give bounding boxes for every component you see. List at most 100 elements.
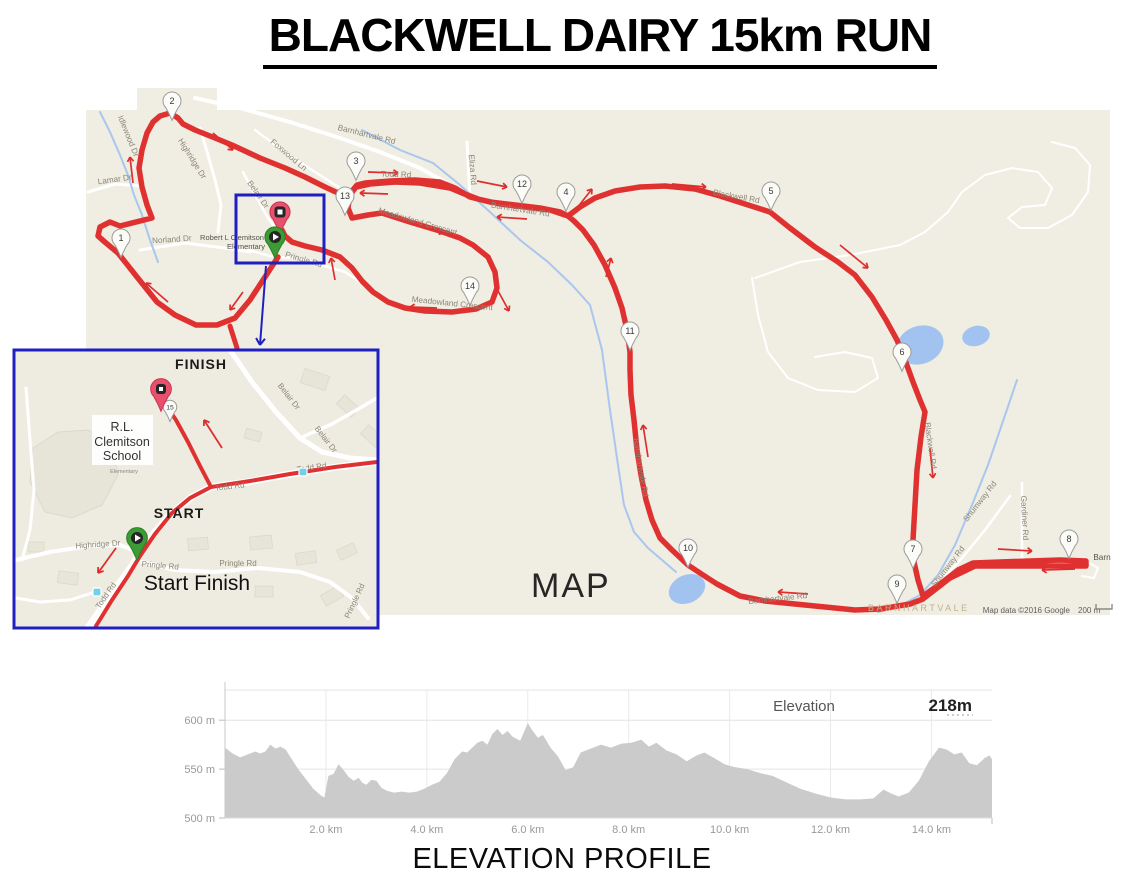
route-marker-10 xyxy=(678,538,698,569)
building xyxy=(243,427,263,443)
direction-arrow xyxy=(639,424,644,431)
road-label: Gardiner Rd xyxy=(1019,495,1030,540)
map-attribution: Map data ©2016 Google xyxy=(983,606,1071,615)
route-marker-9-number: 9 xyxy=(894,579,899,589)
route-marker-6 xyxy=(892,342,912,373)
route-marker-2 xyxy=(162,91,182,122)
route-marker-4-number: 4 xyxy=(563,187,568,197)
direction-arrow xyxy=(508,305,511,312)
map-roads xyxy=(86,96,1099,582)
inset-arrows xyxy=(97,419,223,574)
building xyxy=(56,570,80,586)
inset-road xyxy=(14,543,140,562)
place-label: BARNHARTVALE xyxy=(868,603,970,613)
route-marker-1-number: 1 xyxy=(118,233,123,243)
route-marker-1 xyxy=(111,228,131,259)
play-icon xyxy=(273,233,279,241)
direction-arrow xyxy=(126,156,131,163)
elevation-profile-caption: ELEVATION PROFILE xyxy=(412,843,712,875)
page-title: BLACKWELL DAIRY 15km RUN xyxy=(90,8,1110,69)
direction-arrow xyxy=(229,307,236,311)
route-marker-6-number: 6 xyxy=(899,347,904,357)
route-marker-8-number: 8 xyxy=(1066,534,1071,544)
route-marker-11-number: 11 xyxy=(625,326,634,336)
inset-road-label: Todd Rd xyxy=(214,480,245,492)
chart-axes xyxy=(219,682,993,824)
inset-direction-arrow xyxy=(97,570,104,574)
road xyxy=(947,141,1091,229)
road xyxy=(241,170,280,234)
y-tick-label: 600 m xyxy=(184,715,215,727)
inset-direction-arrow xyxy=(203,419,223,449)
direction-arrow xyxy=(606,257,612,263)
x-tick-label: 10.0 km xyxy=(710,824,749,836)
direction-arrow xyxy=(1041,569,1048,574)
inset-road-label: Pringle Rd xyxy=(141,559,179,571)
finish-label: FINISH xyxy=(175,356,227,372)
inset-road xyxy=(140,560,370,620)
direction-arrow xyxy=(997,548,1033,552)
inset-route-path xyxy=(94,460,378,628)
chart-tick-labels: 2.0 km 4.0 km 6.0 km 8.0 km 10.0 km 12.0 km 14… xyxy=(184,715,951,836)
building xyxy=(187,536,209,552)
inset-border xyxy=(12,348,380,630)
y-tick-label: 550 m xyxy=(184,764,215,776)
x-tick-label: 14.0 km xyxy=(912,824,951,836)
road xyxy=(246,248,294,260)
pond xyxy=(668,573,706,605)
start-finish-focus-rect xyxy=(234,193,326,265)
school-label-line3: School xyxy=(103,449,141,463)
start-finish-pins xyxy=(264,201,291,261)
direction-arrow xyxy=(145,282,169,303)
inset-callout-arrow xyxy=(259,338,266,346)
direction-arrow xyxy=(328,257,332,264)
inset-callout-arrow xyxy=(259,265,267,346)
inset-road xyxy=(298,396,378,440)
map-scale-label: 200 m xyxy=(1078,606,1101,615)
route-marker-11 xyxy=(620,321,640,352)
inset-road-label: Pringle Rd xyxy=(219,559,256,568)
inset-transit-stops xyxy=(92,467,308,597)
route-marker-4 xyxy=(556,182,576,213)
direction-arrow xyxy=(642,424,649,458)
x-tick-label: 2.0 km xyxy=(309,824,342,836)
direction-arrow xyxy=(129,156,134,184)
inset-finish-pin xyxy=(150,378,172,413)
route-marker-12-number: 12 xyxy=(517,179,527,189)
route-marker-5 xyxy=(761,181,781,212)
stop-icon xyxy=(159,387,163,391)
building xyxy=(249,534,273,551)
direction-arrow xyxy=(230,144,234,151)
direction-arrow xyxy=(145,282,149,289)
route-marker-13 xyxy=(335,186,355,217)
chart-legend-value: 218m xyxy=(929,696,972,715)
x-tick-label: 12.0 km xyxy=(811,824,850,836)
pond xyxy=(962,325,990,347)
road-label: Norland Dr xyxy=(152,234,192,246)
direction-arrow xyxy=(393,169,399,174)
school-label-box xyxy=(92,415,153,465)
start-finish-focus xyxy=(234,193,326,346)
y-tick-label: 500 m xyxy=(184,813,215,825)
direction-arrow xyxy=(777,591,809,595)
start-finish-label: Start Finish xyxy=(144,572,250,595)
road-label: Elementary xyxy=(227,242,265,251)
direction-arrow xyxy=(839,244,869,269)
direction-arrow xyxy=(496,216,528,220)
route-marker-7-number: 7 xyxy=(910,544,915,554)
direction-arrow xyxy=(496,288,510,312)
inset-road xyxy=(14,590,97,604)
route-marker-3 xyxy=(346,151,366,182)
route-marker-7 xyxy=(903,539,923,570)
stop-icon xyxy=(277,209,283,215)
elevation-area xyxy=(225,723,992,818)
direction-arrow xyxy=(701,182,707,188)
page-title-text: BLACKWELL DAIRY 15km RUN xyxy=(262,8,938,69)
route-marker-9 xyxy=(887,574,907,605)
direction-arrow xyxy=(409,306,415,311)
direction-arrow xyxy=(496,216,502,222)
road xyxy=(940,494,1012,582)
start-label: START xyxy=(154,505,205,521)
